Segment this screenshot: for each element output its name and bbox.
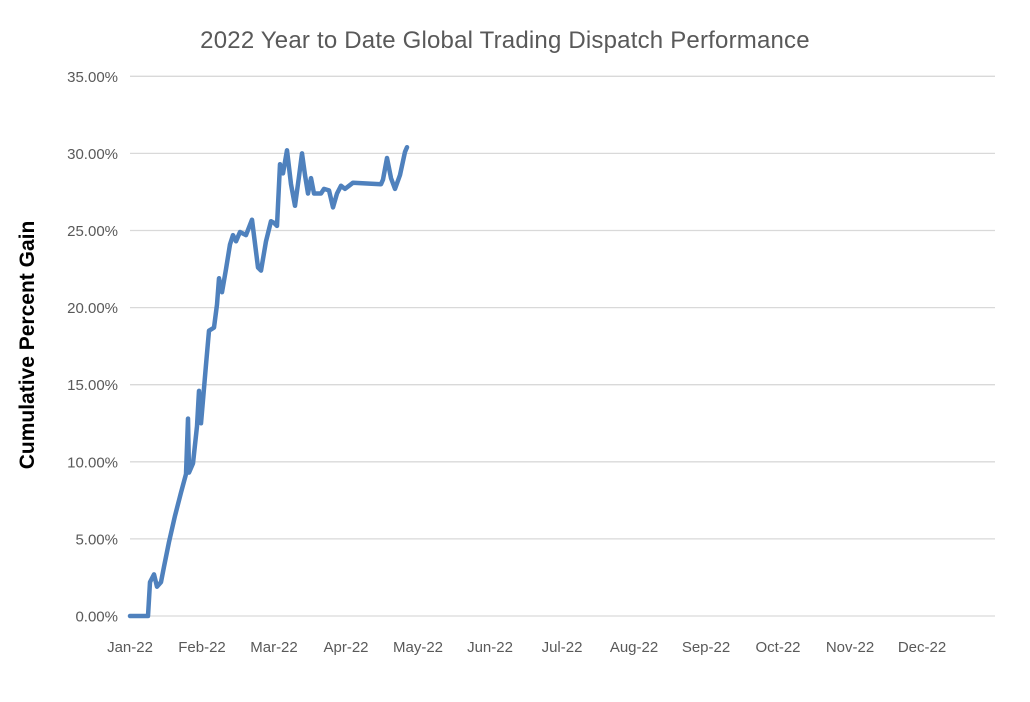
y-tick-label: 25.00% — [67, 223, 118, 240]
x-tick-label: Jun-22 — [467, 639, 513, 656]
x-tick-label: Jul-22 — [542, 639, 583, 656]
y-tick-label: 20.00% — [67, 300, 118, 317]
x-tick-label: Aug-22 — [610, 639, 658, 656]
x-tick-label: Jan-22 — [107, 639, 153, 656]
x-tick-label: Oct-22 — [755, 639, 800, 656]
y-tick-label: 5.00% — [75, 531, 118, 548]
chart-title: 2022 Year to Date Global Trading Dispatc… — [200, 27, 810, 54]
y-tick-label: 0.00% — [75, 609, 118, 626]
y-tick-label: 15.00% — [67, 377, 118, 394]
series-line — [127, 144, 410, 619]
x-tick-label: Mar-22 — [250, 639, 298, 656]
x-tick-label: Dec-22 — [898, 639, 946, 656]
x-tick-label: Apr-22 — [323, 639, 368, 656]
y-tick-label: 30.00% — [67, 146, 118, 163]
x-tick-label: May-22 — [393, 639, 443, 656]
y-tick-label: 35.00% — [67, 69, 118, 86]
x-tick-label: Sep-22 — [682, 639, 730, 656]
x-tick-label: Feb-22 — [178, 639, 226, 656]
x-tick-label: Nov-22 — [826, 639, 874, 656]
y-tick-label: 10.00% — [67, 454, 118, 471]
